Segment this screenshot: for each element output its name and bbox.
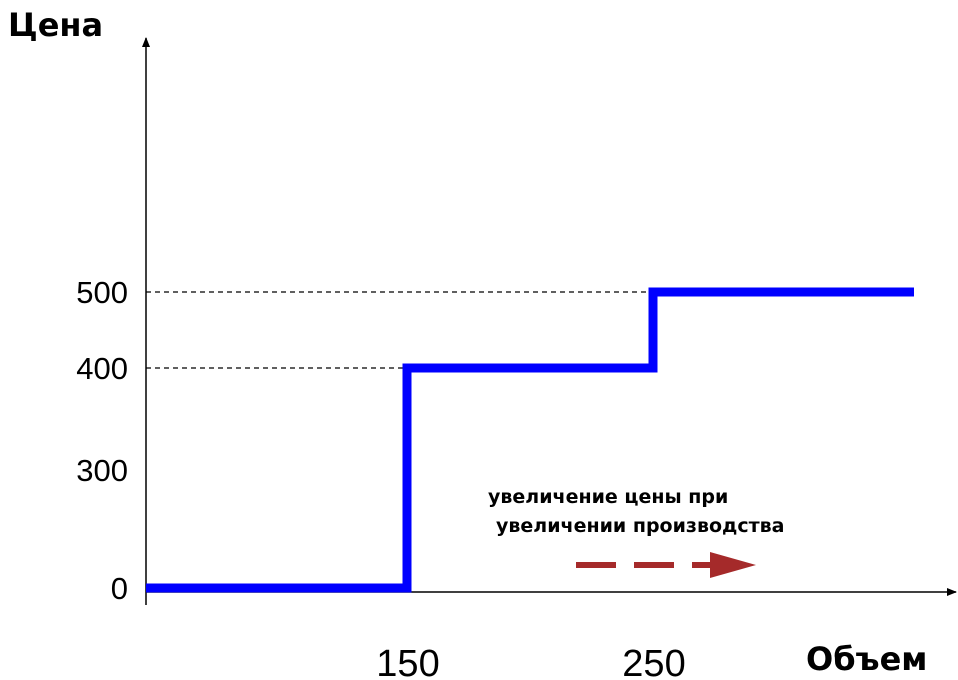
y-tick-label-300: 300 bbox=[76, 453, 128, 488]
y-tick-label-0: 0 bbox=[111, 571, 128, 606]
x-axis-title: Объем bbox=[806, 640, 927, 678]
x-tick-label-150: 150 bbox=[376, 643, 439, 680]
x-tick-label-250: 250 bbox=[622, 643, 685, 680]
x-tick-labels: 150 250 bbox=[376, 643, 685, 680]
y-tick-label-500: 500 bbox=[76, 275, 128, 310]
annotation-line-1: увеличение цены при bbox=[488, 486, 728, 508]
y-tick-labels: 0 300 400 500 bbox=[76, 275, 128, 606]
step-series-line-0 bbox=[146, 287, 914, 593]
annotation-line-2: увеличении производства bbox=[496, 515, 785, 537]
series-layer bbox=[145, 287, 915, 593]
guide-lines bbox=[146, 291, 653, 369]
annotation: увеличение цены при увеличении производс… bbox=[488, 486, 785, 578]
annotation-arrow-head bbox=[710, 552, 756, 578]
y-axis-title: Цена bbox=[8, 6, 103, 44]
y-tick-label-400: 400 bbox=[76, 351, 128, 386]
